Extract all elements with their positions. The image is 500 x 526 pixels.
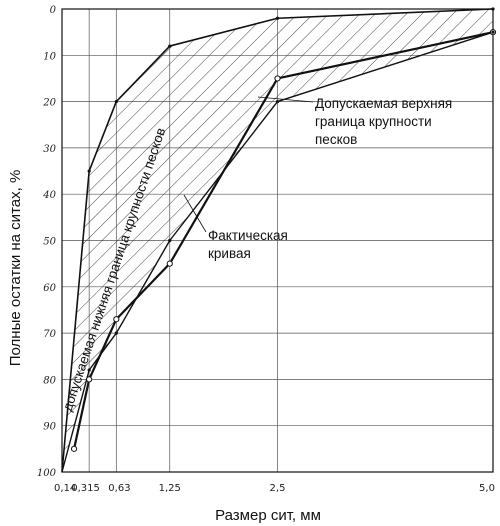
actual-point-4 (274, 75, 281, 82)
y-tick-20: 20 (42, 98, 56, 109)
bound-point-0-4 (275, 16, 280, 20)
annotation-upper-bound-line1: Допускаемая верхняя (315, 96, 452, 111)
y-axis-label: Полные остатки на ситах, % (7, 170, 24, 367)
plot-frame (61, 8, 494, 473)
annotation-actual-line1: Фактическая (208, 228, 288, 243)
series (61, 7, 497, 473)
x-tick-0: 0,14 (54, 483, 76, 494)
y-tick-40: 40 (42, 190, 56, 201)
y-tick-90: 90 (43, 422, 56, 433)
bound-point-1-3 (168, 238, 172, 243)
annotation-actual-line2: кривая (208, 246, 251, 261)
bound-point-0-3 (168, 44, 172, 48)
y-tick-70: 70 (43, 329, 56, 340)
x-tick-2: 0,63 (108, 483, 130, 494)
y-tick-100: 100 (37, 468, 57, 479)
y-tick-30: 30 (43, 144, 56, 155)
annotation-actual-leader (183, 194, 207, 233)
actual-point-3 (166, 260, 173, 267)
actual-point-2 (113, 316, 120, 323)
annotation-upper-bound-line2: граница крупности (315, 114, 432, 129)
hatched-band (62, 9, 493, 472)
series-line-2 (72, 31, 494, 450)
x-tick-5: 5,0 (479, 483, 495, 494)
x-tick-3: 1,25 (159, 483, 181, 494)
bound-point-0-5 (491, 7, 495, 11)
annotation-upper-bound-line3: песков (315, 132, 357, 147)
y-tick-10: 10 (43, 51, 56, 62)
series-line-0 (61, 8, 494, 473)
tick-labels: 0 10 20 30 40 50 60 70 80 90 100 0,140,315 0,63 1,25 2… (37, 5, 495, 494)
series-line-1 (61, 31, 494, 473)
y-tick-60: 60 (43, 283, 56, 294)
x-axis-label: Размер сит, мм (215, 507, 321, 524)
y-tick-0: 0 (50, 5, 57, 16)
bound-point-1-2 (114, 331, 118, 335)
bound-point-1-5 (491, 30, 495, 34)
y-tick-50: 50 (43, 237, 56, 248)
bound-point-0-1 (87, 169, 91, 173)
actual-point-0 (70, 445, 78, 452)
actual-point-1 (86, 376, 93, 383)
bound-point-0-2 (114, 100, 118, 104)
x-tick-1: 0,315 (71, 483, 100, 494)
x-tick-4: 2,5 (270, 483, 286, 494)
tolerance-band (62, 9, 493, 472)
bound-point-1-4 (275, 100, 280, 104)
bound-point-1-1 (87, 368, 91, 372)
annotation-upper-leader (257, 96, 314, 103)
y-tick-80: 80 (43, 375, 56, 386)
